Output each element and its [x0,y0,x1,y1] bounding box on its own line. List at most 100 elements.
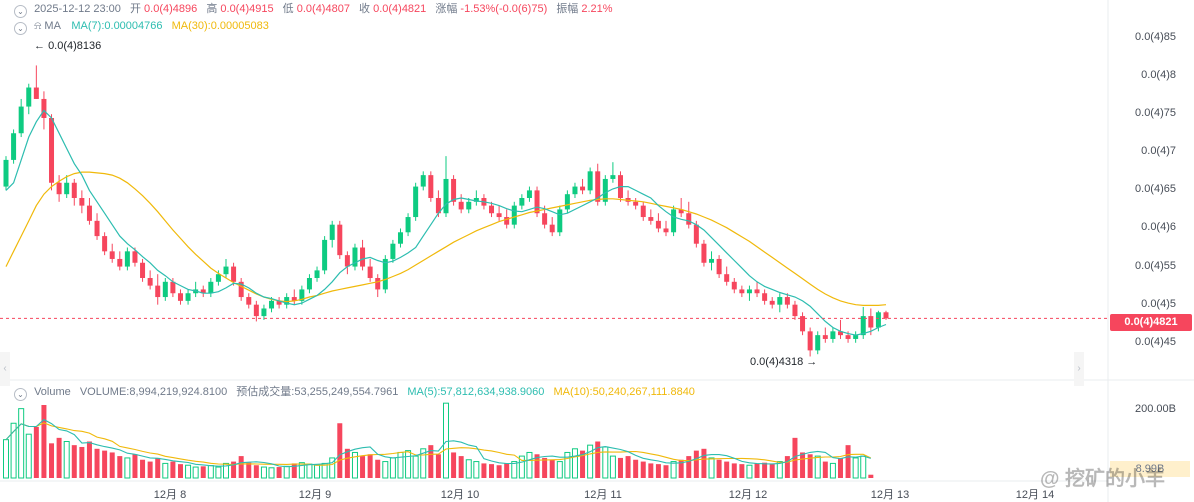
volume-bar [246,462,252,478]
candle-body [784,297,790,305]
high-value: 0.0(4)4915 [220,3,274,15]
candle-body [860,316,866,336]
candle-body [655,220,661,229]
volume-bar [549,459,555,478]
volume-bar [405,450,412,479]
candle-body [663,228,669,233]
volume-bar [701,448,707,478]
volume-bar [140,459,146,478]
volume-bar [595,441,601,478]
volume-bar [731,463,737,478]
low-marker: 0.0(4)4318 → [750,356,818,368]
ma-indicator-row: ⌄ ⍾ MA MA(7):0.00004766 MA(30):0.0000508… [14,19,269,35]
ma30-line [5,171,887,306]
volume-bar [109,452,115,478]
chevron-down-icon[interactable]: ⌄ [14,388,27,401]
candle-body [231,266,237,282]
volume-bar [556,461,563,479]
volume-bar [102,450,108,478]
volume-bar [253,465,259,478]
volume-bar [412,455,419,479]
ma-indicator-name[interactable]: MA [44,20,61,32]
candle-body [587,171,593,191]
close-value: 0.0(4)4821 [373,3,427,15]
bell-icon[interactable]: ⍾ [34,20,42,32]
candle-body [845,335,851,339]
volume-bar [868,474,874,478]
candle-body [595,171,601,202]
candle-body [41,98,47,118]
ma7-line [5,109,887,336]
candle-body [549,224,555,233]
volume-bar [71,445,77,478]
candle-body [215,274,221,282]
timestamp: 2025-12-12 23:00 [34,3,121,15]
scroll-left-arrow[interactable]: ‹ [0,352,10,386]
volume-bar [435,454,441,478]
volume-bar [260,466,267,479]
volume-bar [41,405,47,478]
candle-body [678,209,684,214]
time-axis-label: 12月 11 [584,489,622,501]
volume-bar [33,426,39,478]
candle-body [223,266,229,275]
candle-body [489,205,495,214]
candle-body [261,308,267,317]
candle-body [253,304,259,317]
volume-bar [207,465,214,479]
candle-body [435,198,441,214]
candle-body [94,220,100,237]
candle-body [147,278,153,286]
candle-body [367,266,373,278]
volume-bar [458,456,464,478]
volume-bar [192,466,199,479]
volume-bar [526,451,533,479]
candle-body [291,297,297,301]
candle-body [64,182,70,195]
scroll-right-arrow[interactable]: › [1074,352,1084,386]
candle-body [140,262,146,278]
candle-body [428,175,434,198]
volume-bar [344,448,350,478]
volume-bar [708,457,715,479]
volume-bar [94,448,100,478]
candle-body [102,236,108,252]
price-axis-label: 0.0(4)75 [1135,107,1176,120]
volume-bar [822,461,828,478]
volume-bar [784,456,790,478]
candle-body [534,190,540,214]
time-axis-label: 12月 12 [728,489,768,501]
candle-body [11,133,17,160]
candle-body [580,186,586,191]
candle-body [344,255,350,267]
candle-body [360,247,366,267]
volume-bar [473,461,480,479]
volume-bar [746,464,753,479]
candle-body [716,258,722,275]
candle-body [109,251,115,259]
volume-bar [268,467,275,479]
price-axis-label: 0.0(4)85 [1135,31,1176,43]
candle-body [451,178,457,202]
volume-bar [686,456,692,478]
candle-body [542,213,548,225]
chevron-down-icon[interactable]: ⌄ [14,22,27,35]
volume-bar [367,454,373,478]
high-label: 高 [206,3,218,15]
candle-body [648,217,654,221]
volume-axis-label: 200.00B [1135,403,1176,415]
candle-body [511,205,517,225]
volume-bar [814,455,821,479]
volume-bar [170,461,176,478]
volume-bar [754,463,760,478]
candle-body [754,289,760,294]
change-label: 涨幅 [435,3,458,15]
candle-body [443,178,449,214]
chevron-down-icon[interactable]: ⌄ [14,5,27,18]
volume-indicator-name[interactable]: Volume [34,386,71,398]
candle-body [200,289,206,294]
volume-bar [580,450,586,478]
volume-bar [807,454,813,478]
